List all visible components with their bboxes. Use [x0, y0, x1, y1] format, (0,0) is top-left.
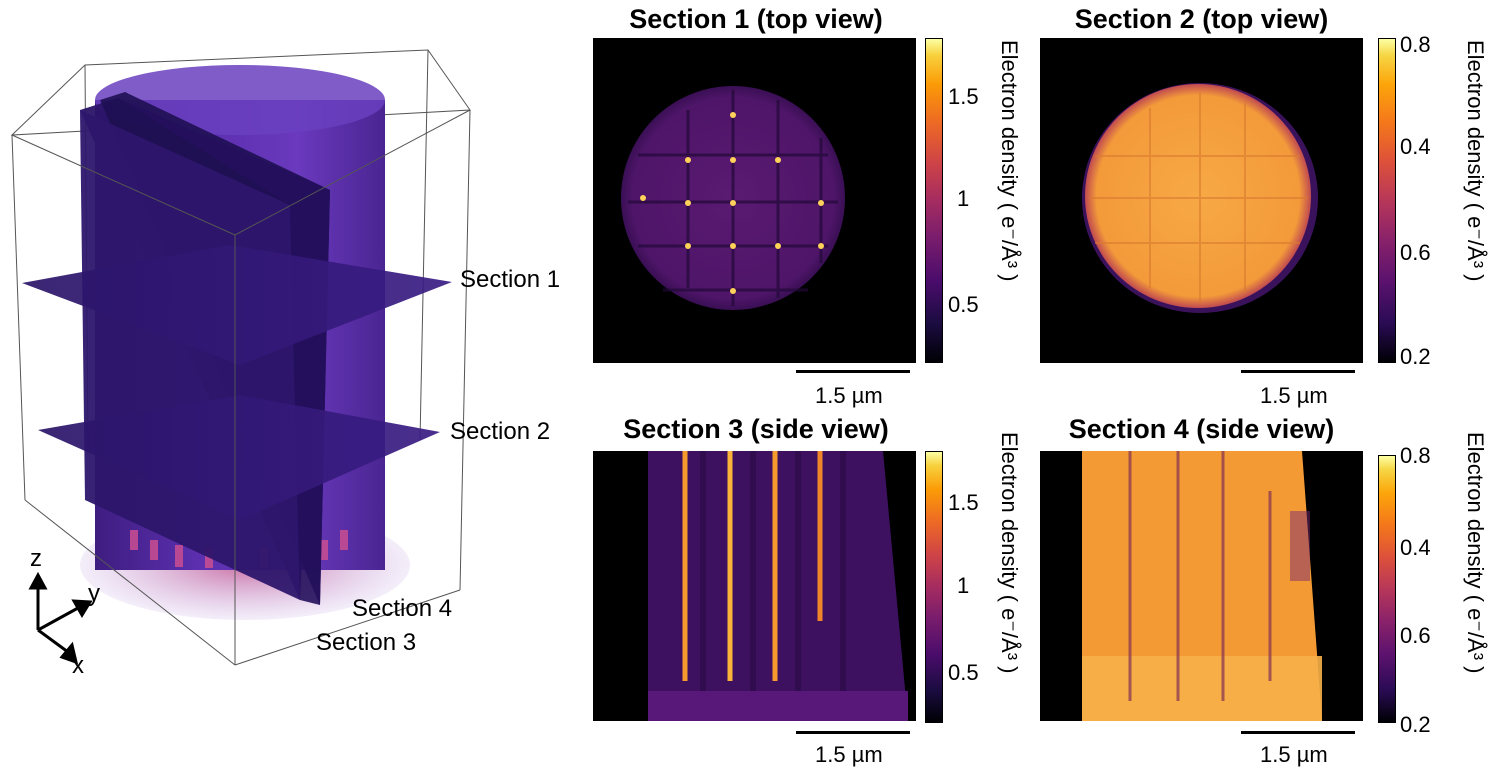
axis-x-label: x — [72, 652, 84, 679]
panel-3-tick-3: 0.5 — [948, 660, 979, 685]
panel-3-colorbar — [925, 451, 943, 723]
section-2-label: Section 2 — [450, 418, 551, 445]
panel-1-tick-1: 1.5 — [948, 84, 979, 109]
section-2-plane — [38, 395, 440, 520]
panel-3-tick-2: 1 — [957, 573, 970, 598]
panel-1-scale-text: 1.5 µm — [815, 383, 883, 408]
section-1-plane — [22, 245, 452, 365]
panel-2-scalebar — [1241, 370, 1355, 373]
panel-4-colorbar-label: Electron density ( e⁻/Å³ ) — [1463, 432, 1488, 674]
panel-2-tick-1: 0.8 — [1400, 32, 1431, 57]
panel-1-scalebar — [796, 370, 910, 373]
axis-y-label: y — [88, 580, 100, 607]
panel-4-title: Section 4 (side view) — [1068, 414, 1335, 444]
panel-4-tick-1: 0.8 — [1400, 443, 1431, 468]
section-1-label: Section 1 — [460, 266, 561, 293]
axis-triad — [28, 571, 93, 665]
panel-4-colorbar — [1378, 455, 1396, 723]
volume-rendering: z y x Section 1 Section 2 Section 4 Sect… — [0, 40, 590, 680]
section-4-label: Section 4 — [352, 595, 453, 622]
panel-4-image — [1040, 451, 1363, 721]
volume-svg — [10, 49, 471, 666]
panel-3-image — [593, 451, 916, 721]
panel-3-colorbar-label: Electron density ( e⁻/Å³ ) — [997, 432, 1022, 674]
panel-3-tick-1: 1.5 — [948, 490, 979, 515]
panel-1-colorbar — [925, 38, 943, 363]
panel-3-scalebar — [796, 731, 910, 734]
panel-4-tick-2: 0.4 — [1400, 535, 1431, 560]
panel-1-image — [593, 38, 916, 363]
section-3-label: Section 3 — [316, 629, 417, 656]
panel-1-tick-2: 1 — [957, 186, 970, 211]
panel-4-tick-3: 0.6 — [1400, 623, 1431, 648]
panel-1-title: Section 1 (top view) — [629, 4, 883, 34]
panel-2-colorbar-label: Electron density ( e⁻/Å³ ) — [1463, 40, 1488, 282]
panel-2-tick-3: 0.6 — [1400, 240, 1431, 265]
panel-3-scale-text: 1.5 µm — [815, 742, 883, 767]
panel-2-scale-text: 1.5 µm — [1260, 383, 1328, 408]
panel-4-tick-4: 0.2 — [1400, 712, 1431, 737]
panel-1-tick-3: 0.5 — [948, 292, 979, 317]
panel-2-title: Section 2 (top view) — [1074, 4, 1329, 34]
panel-2-image — [1040, 38, 1363, 363]
panel-1-colorbar-label: Electron density ( e⁻/Å³ ) — [997, 40, 1022, 282]
panel-2-tick-4: 0.2 — [1400, 344, 1431, 369]
panel-3-title: Section 3 (side view) — [623, 414, 889, 444]
panel-2-colorbar — [1378, 38, 1396, 363]
panel-4-scalebar — [1241, 731, 1355, 734]
axis-z-label: z — [30, 545, 42, 572]
panel-4-scale-text: 1.5 µm — [1260, 742, 1328, 767]
panel-2-tick-2: 0.4 — [1400, 134, 1431, 159]
